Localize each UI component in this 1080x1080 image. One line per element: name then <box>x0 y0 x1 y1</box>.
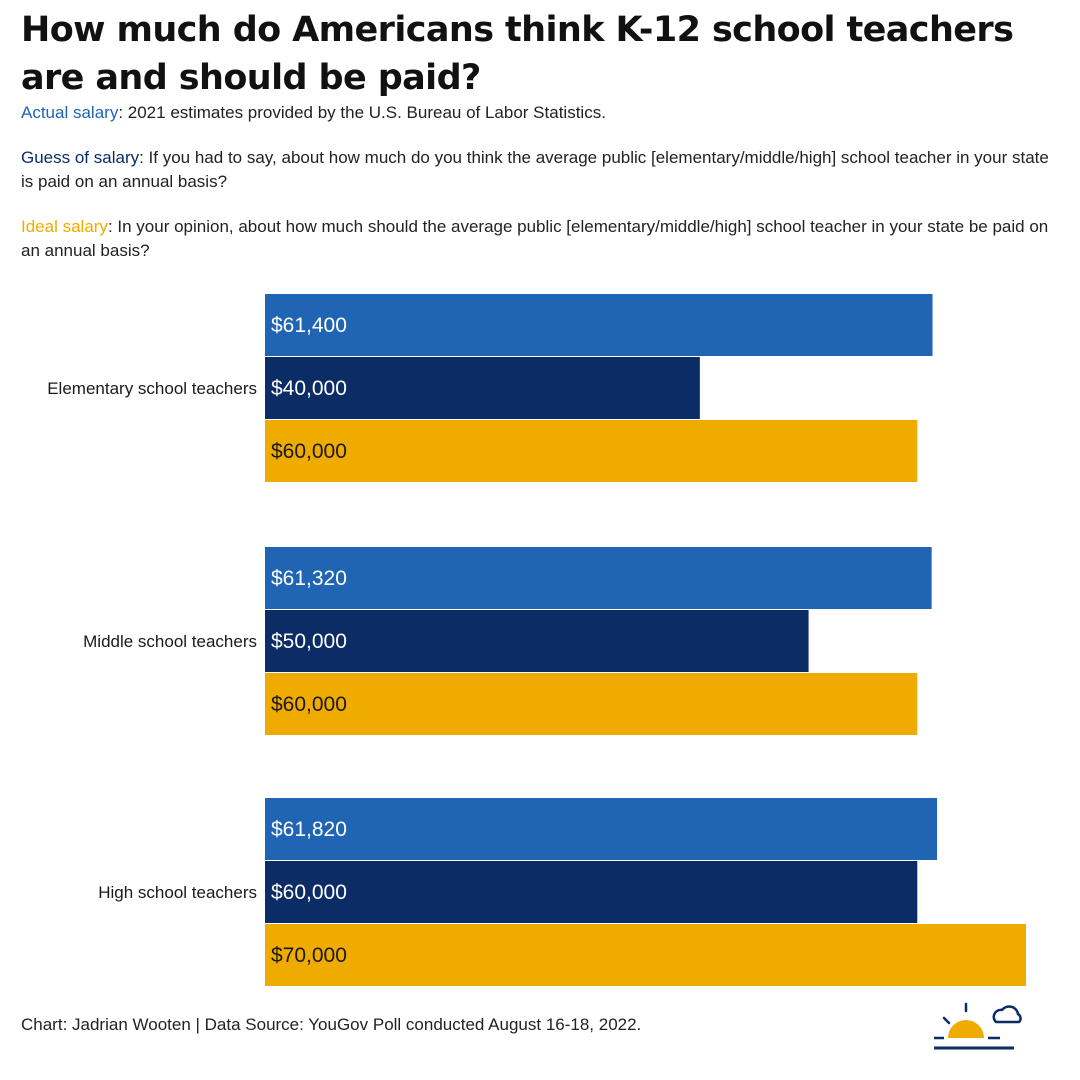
category-label: Elementary school teachers <box>47 379 257 398</box>
note-guess-text: : If you had to say, about how much do y… <box>21 148 1049 191</box>
logo-cloud <box>992 1005 1022 1024</box>
bar-value-label: $60,000 <box>271 881 347 904</box>
bar-actual <box>265 798 938 860</box>
note-ideal-text: : In your opinion, about how much should… <box>21 217 1049 260</box>
bar-guess <box>265 357 700 419</box>
bar-value-label: $50,000 <box>271 630 347 653</box>
sun-cloud-logo-icon <box>934 1002 1022 1050</box>
note-ideal: Ideal salary: In your opinion, about how… <box>21 215 1061 263</box>
bar-ideal <box>265 924 1026 986</box>
bar-ideal <box>265 420 918 482</box>
bar-value-label: $40,000 <box>271 377 347 400</box>
bar-value-label: $60,000 <box>271 440 347 463</box>
note-ideal-label: Ideal salary <box>21 217 108 236</box>
category-label: High school teachers <box>98 883 257 902</box>
note-guess-label: Guess of salary <box>21 148 140 167</box>
chart-title: How much do Americans think K-12 school … <box>21 10 1014 98</box>
bar-actual <box>265 547 932 609</box>
bar-value-label: $61,400 <box>271 314 347 337</box>
note-guess: Guess of salary: If you had to say, abou… <box>21 146 1061 194</box>
category-label: Middle school teachers <box>83 632 257 651</box>
bar-guess <box>265 861 918 923</box>
bar-value-label: $60,000 <box>271 693 347 716</box>
note-actual-label: Actual salary <box>21 103 119 122</box>
bar-value-label: $61,820 <box>271 818 347 841</box>
bar-guess <box>265 610 809 672</box>
bar-value-label: $61,320 <box>271 567 347 590</box>
logo-ray-left <box>942 1016 951 1025</box>
logo-sun <box>948 1020 984 1038</box>
bar-actual <box>265 294 933 356</box>
source-footer: Chart: Jadrian Wooten | Data Source: You… <box>21 1015 642 1034</box>
note-actual: Actual salary: 2021 estimates provided b… <box>21 101 1061 125</box>
note-actual-text: : 2021 estimates provided by the U.S. Bu… <box>118 103 606 122</box>
bar-value-label: $70,000 <box>271 944 347 967</box>
definitions: Actual salary: 2021 estimates provided b… <box>21 101 1061 284</box>
bar-ideal <box>265 673 918 735</box>
